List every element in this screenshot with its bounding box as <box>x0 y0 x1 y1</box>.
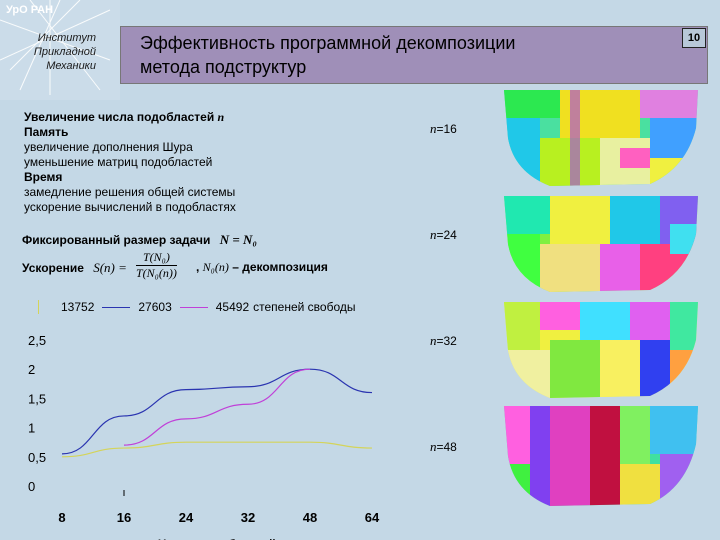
mesh-label-48-value: =48 <box>436 440 457 454</box>
fixed-size-equation: N = N₀ <box>219 232 257 247</box>
x-tick-label: 64 <box>365 510 380 525</box>
mesh-label-32-value: =32 <box>436 334 457 348</box>
legend-swatch-13752 <box>38 300 39 314</box>
mesh-label-24-value: =24 <box>436 228 457 242</box>
org-name: УрО РАН <box>6 4 54 16</box>
x-tick-label: 16 <box>117 510 131 525</box>
slide-title-line-1: Эффективность программной декомпозиции <box>140 33 516 53</box>
y-tick-label: 0,5 <box>28 450 46 465</box>
slide-title: Эффективность программной декомпозиции м… <box>140 31 515 79</box>
memory-line-2: уменьшение матриц подобластей <box>24 155 213 169</box>
institute-line-1: Институт <box>37 32 96 44</box>
title-box <box>120 26 708 84</box>
institute-line-2: Прикладной <box>33 46 96 58</box>
mesh-label-16-n: n <box>430 121 437 136</box>
mesh-label-16: n=16 <box>430 120 457 138</box>
chart-legend: 13752 27603 45492 степеней свободы <box>34 300 356 314</box>
mesh-label-32-n: n <box>430 333 437 348</box>
fixed-size-text: Фиксированный размер задачи <box>22 233 211 247</box>
speedup-rest: , N₀(n) – декомпозиция <box>196 260 328 274</box>
series-line-13752 <box>61 441 373 458</box>
mesh-label-32: n=32 <box>430 332 457 350</box>
mesh-image-24 <box>504 196 698 292</box>
x-tick-label: 48 <box>303 510 317 525</box>
institute-line-3: Механики <box>46 60 96 72</box>
body-text: Увеличение числа подобластей n Память ув… <box>24 110 236 215</box>
time-line-1: замедление решения общей системы <box>24 185 236 199</box>
page-number: 10 <box>682 28 706 48</box>
mesh-label-48-n: n <box>430 439 437 454</box>
speedup-label: Ускорение <box>22 261 84 275</box>
institute-logo <box>0 0 120 100</box>
mesh-label-16-value: =16 <box>436 122 457 136</box>
time-heading: Время <box>24 170 63 184</box>
memory-line-1: увеличение дополнения Шура <box>24 140 193 154</box>
y-tick-label: 2 <box>28 362 35 377</box>
series-line-27603 <box>61 368 373 455</box>
series-line-45492 <box>123 368 311 446</box>
speedup-lhs: S(n) = <box>93 260 127 275</box>
mesh-label-24-n: n <box>430 227 437 242</box>
speedup-fraction: T(N₀) T(N₀(n)) <box>136 250 177 281</box>
legend-label-13752: 13752 <box>61 300 95 314</box>
fixed-size-line: Фиксированный размер задачи N = N₀ <box>22 232 257 248</box>
x-tick-label: 24 <box>179 510 194 525</box>
n-symbol: n <box>217 110 225 124</box>
increase-text: Увеличение числа подобластей <box>24 110 218 124</box>
legend-swatch-45492 <box>179 306 208 308</box>
mesh-label-48: n=48 <box>430 438 457 456</box>
x-tick-label: 8 <box>58 510 65 525</box>
institute-name: Институт Прикладной Механики <box>6 31 96 73</box>
fraction-denominator: T(N₀(n)) <box>136 266 177 280</box>
decomposition-text: – декомпозиция <box>232 260 328 274</box>
slide-title-line-2: метода подструктур <box>140 57 307 77</box>
mesh-image-32 <box>504 302 698 398</box>
x-tick-label: 32 <box>241 510 255 525</box>
speedup-chart: 0 0,5 1 1,5 2 2,5 8 16 24 32 48 64 Число подобластей <box>28 333 380 540</box>
decomposition-symbol: N₀(n) <box>202 260 229 274</box>
y-tick-label: 0 <box>28 479 35 494</box>
time-line-2: ускорение вычислений в подобластях <box>24 200 236 214</box>
y-tick-label: 2,5 <box>28 333 46 348</box>
legend-suffix: степеней свободы <box>253 300 356 314</box>
mesh-image-48 <box>504 406 698 506</box>
memory-heading: Память <box>24 125 69 139</box>
mesh-label-24: n=24 <box>430 226 457 244</box>
fraction-numerator: T(N₀) <box>136 250 177 266</box>
y-tick-label: 1 <box>28 421 35 436</box>
speedup-line: Ускорение S(n) = <box>22 260 127 276</box>
legend-swatch-27603 <box>102 306 131 308</box>
increase-line: Увеличение числа подобластей n <box>24 110 236 125</box>
mesh-image-16 <box>504 90 698 186</box>
y-tick-label: 1,5 <box>28 391 46 406</box>
legend-label-27603: 27603 <box>138 300 172 314</box>
x-axis-label: Число подобластей <box>158 537 276 540</box>
legend-label-45492: 45492 <box>215 300 250 314</box>
